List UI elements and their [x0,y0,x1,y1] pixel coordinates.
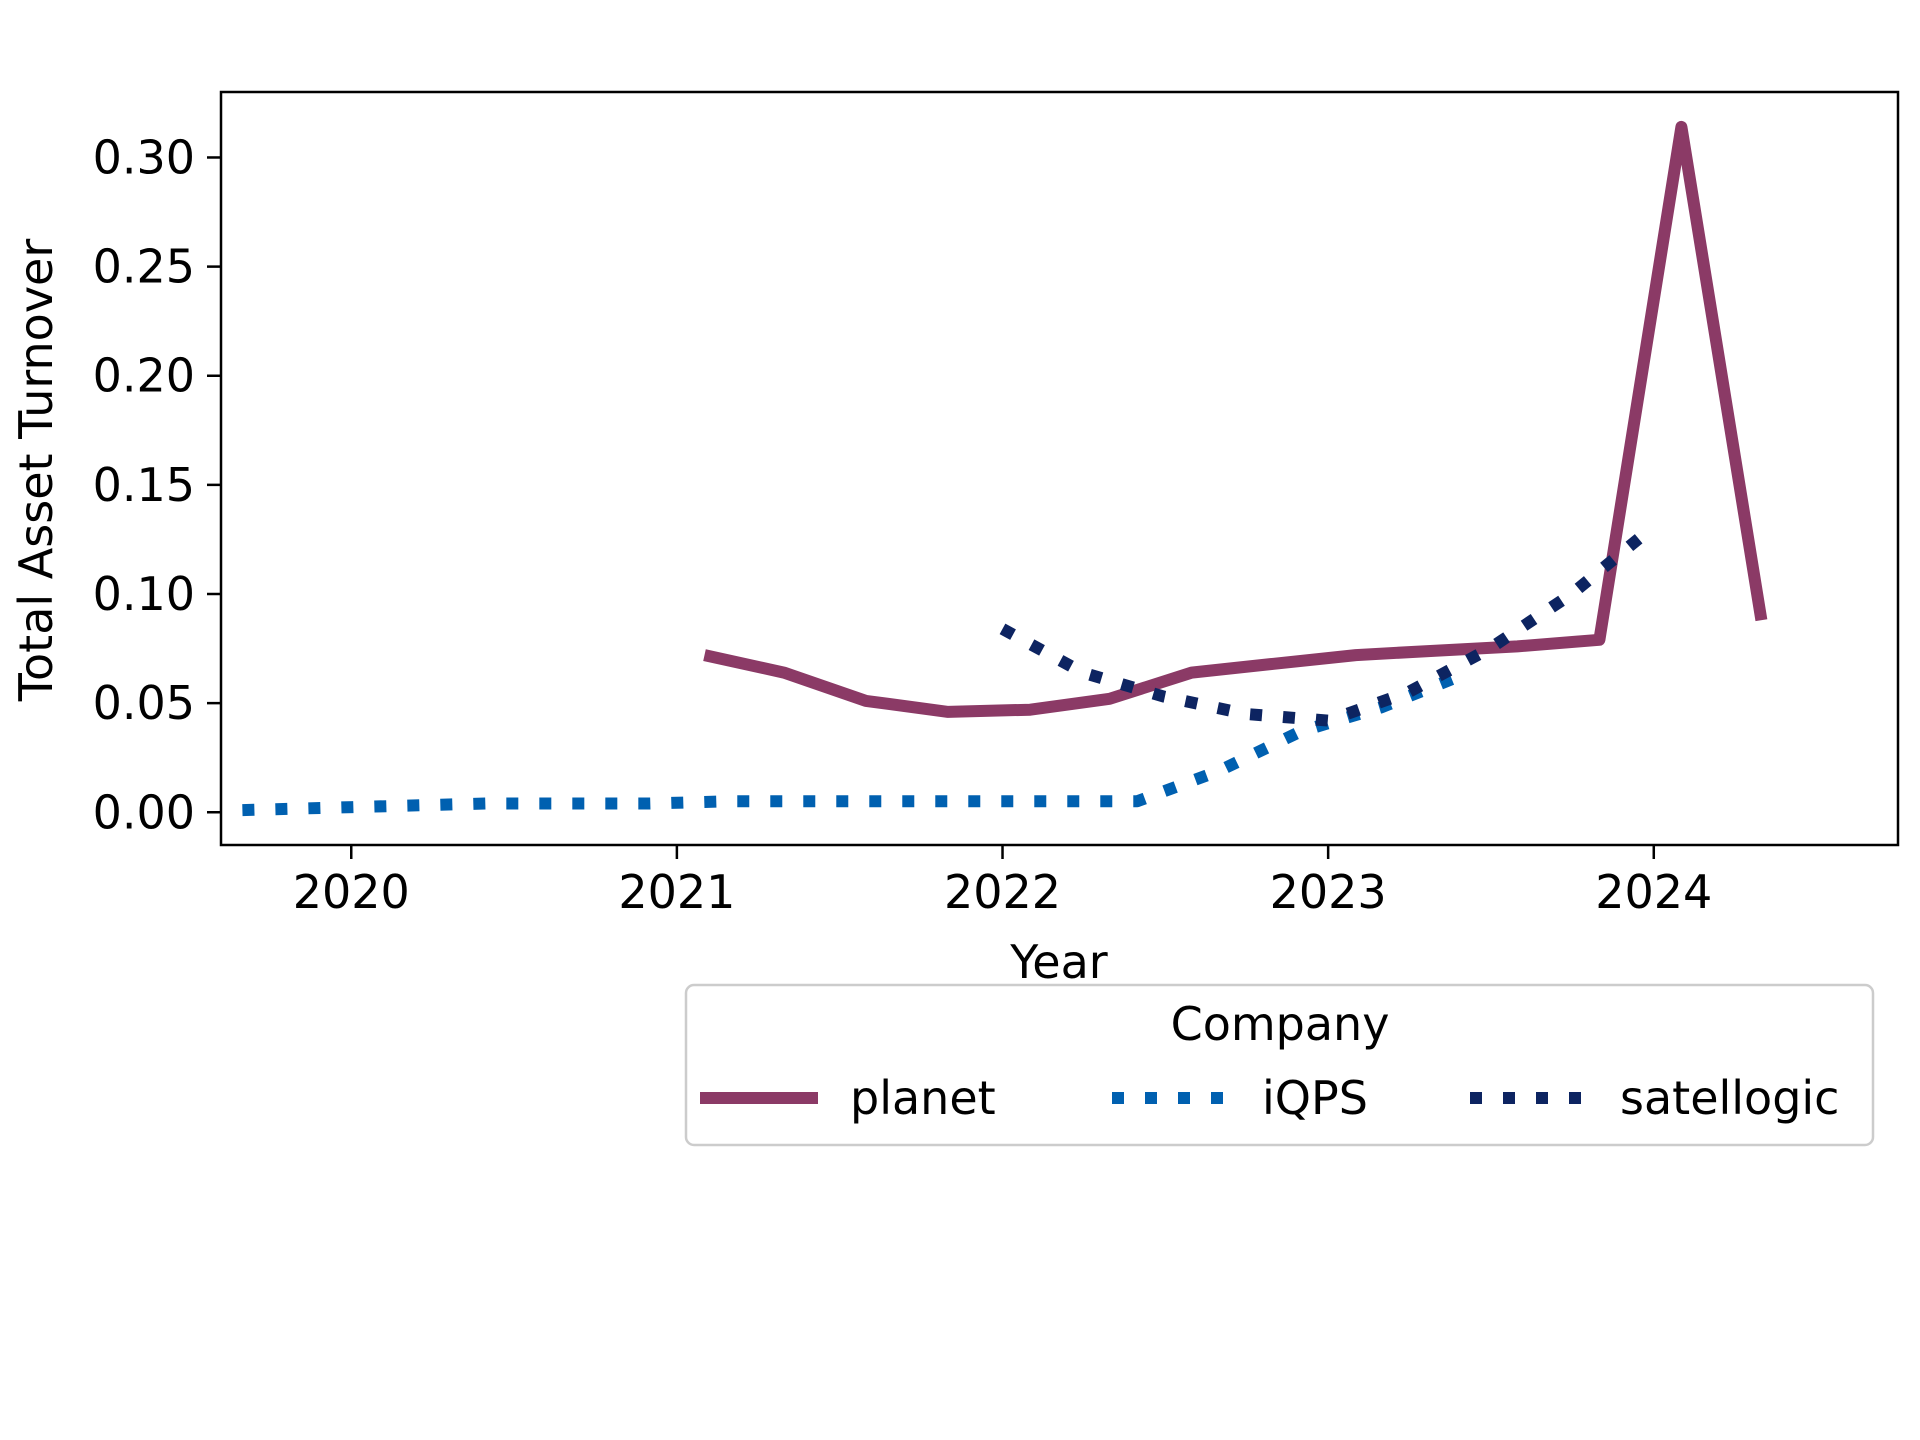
x-tick-label: 2020 [293,865,410,919]
x-tick-label: 2022 [944,865,1061,919]
legend-label-planet: planet [850,1071,996,1125]
y-tick-label: 0.30 [93,130,195,184]
x-tick-label: 2024 [1595,865,1712,919]
y-tick-label: 0.10 [93,567,195,621]
legend: Company planet iQPS satellogic [684,983,1875,1147]
legend-label-satellogic: satellogic [1620,1071,1839,1125]
plot-frame [219,90,1900,847]
y-axis: 0.00 0.05 0.10 0.15 0.20 0.25 0.30 [93,130,221,839]
legend-box [684,983,1875,1147]
y-tick-label: 0.25 [93,240,195,294]
x-axis: 2020 2021 2022 2023 2024 [293,845,1712,919]
plot-lines [242,120,1768,817]
x-axis-label: Year [1009,935,1107,989]
y-tick-label: 0.05 [93,676,195,730]
legend-title: Company [1171,997,1390,1051]
x-tick-label: 2021 [618,865,735,919]
y-tick-label: 0.00 [93,785,195,839]
series-line-planet [703,120,1768,718]
legend-entries: planet iQPS satellogic [700,1071,1839,1125]
x-tick-label: 2023 [1270,865,1387,919]
series-line-iqps [242,669,1466,817]
series-line-satellogic [999,521,1658,727]
y-tick-label: 0.20 [93,349,195,403]
y-tick-label: 0.15 [93,458,195,512]
y-axis-label: Total Asset Turnover [9,239,63,703]
legend-label-iqps: iQPS [1262,1071,1368,1125]
